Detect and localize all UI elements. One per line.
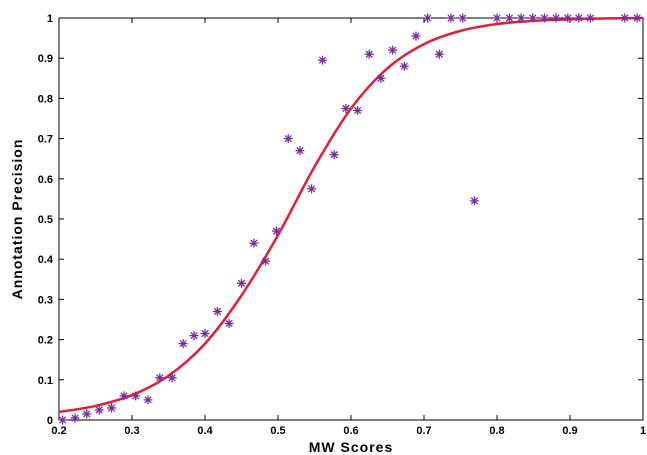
- axis-ticks: 0.2 0.3 0.4 0.5 0.6 0.7 0.8 0.9 1 0 0.1 0.2 0.3 0.4 0.…: [38, 13, 646, 437]
- x-tick-label: 0.8: [489, 425, 504, 437]
- data-point: [261, 256, 271, 266]
- data-point: [119, 391, 129, 401]
- y-tick-label: 0.7: [38, 134, 53, 146]
- x-tick-label: 0.7: [416, 425, 431, 437]
- data-point: [283, 134, 293, 144]
- y-tick-label: 0: [47, 415, 53, 427]
- data-point: [563, 13, 573, 23]
- data-point: [411, 31, 421, 41]
- plot-frame: [58, 17, 644, 421]
- data-point: [446, 13, 456, 23]
- data-point: [189, 331, 199, 341]
- y-tick-label: 0.8: [38, 93, 53, 105]
- x-tick-label: 0.4: [197, 425, 213, 437]
- data-point: [249, 238, 259, 248]
- data-point: [70, 413, 80, 423]
- fit-curve-line: [58, 16, 644, 414]
- data-point: [178, 339, 188, 349]
- y-tick-label: 0.4: [38, 254, 54, 266]
- data-point: [539, 13, 549, 23]
- y-axis-label: Annotation Precision: [9, 139, 25, 300]
- data-point: [353, 105, 363, 115]
- x-tick-label: 0.6: [343, 425, 358, 437]
- data-point: [131, 391, 141, 401]
- data-point: [492, 13, 502, 23]
- data-point: [388, 45, 398, 55]
- data-point: [620, 13, 630, 23]
- data-point: [434, 49, 444, 59]
- data-point: [632, 13, 642, 23]
- data-point: [200, 329, 210, 339]
- data-point: [143, 395, 153, 405]
- data-point: [94, 405, 104, 415]
- data-point: [307, 184, 317, 194]
- data-point: [585, 13, 595, 23]
- y-tick-label: 0.1: [38, 375, 53, 387]
- data-point: [574, 13, 584, 23]
- data-point: [399, 61, 409, 71]
- y-tick-label: 1: [47, 13, 53, 25]
- data-point: [58, 415, 68, 425]
- data-point: [469, 196, 479, 206]
- x-tick-label: 0.9: [562, 425, 577, 437]
- data-point: [167, 373, 177, 383]
- data-point: [364, 49, 374, 59]
- data-point: [212, 306, 222, 316]
- x-tick-label: 1: [640, 425, 646, 437]
- data-point: [318, 55, 328, 65]
- data-point: [423, 13, 433, 23]
- data-point: [458, 13, 468, 23]
- data-point: [376, 73, 386, 83]
- data-point: [341, 103, 351, 113]
- data-point: [504, 13, 514, 23]
- x-tick-label: 0.5: [270, 425, 285, 437]
- x-tick-label: 0.2: [51, 425, 66, 437]
- y-tick-label: 0.9: [38, 53, 53, 65]
- y-tick-label: 0.3: [38, 294, 53, 306]
- x-tick-label: 0.3: [124, 425, 139, 437]
- y-tick-label: 0.2: [38, 335, 53, 347]
- fit-curve-layer: [58, 16, 644, 414]
- y-tick-label: 0.5: [38, 214, 53, 226]
- data-point: [155, 373, 165, 383]
- data-point: [516, 13, 526, 23]
- data-point: [295, 146, 305, 156]
- x-axis-label: MW Scores: [309, 439, 393, 455]
- data-point: [237, 278, 246, 288]
- data-points-layer: [58, 13, 642, 425]
- data-point: [107, 403, 117, 413]
- data-point: [82, 409, 92, 419]
- data-point: [272, 226, 282, 236]
- data-point: [329, 150, 339, 160]
- data-point: [224, 319, 234, 329]
- data-point: [551, 13, 561, 23]
- data-point: [528, 13, 538, 23]
- y-tick-label: 0.6: [38, 174, 53, 186]
